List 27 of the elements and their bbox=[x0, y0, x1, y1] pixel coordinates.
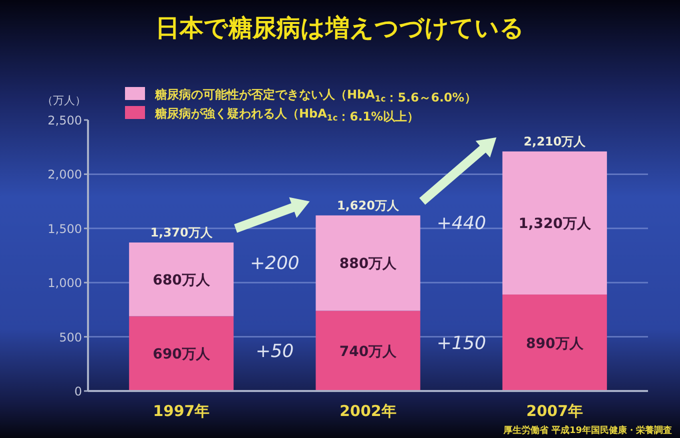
data-label: 690万人 bbox=[152, 346, 211, 363]
total-label: 1,370万人 bbox=[150, 225, 214, 240]
y-axis-title: （万人） bbox=[42, 94, 86, 107]
annotation: +440 bbox=[436, 212, 486, 234]
legend-label: 糖尿病の可能性が否定できない人（HbA$_{1c}$：5.6～6.0%） bbox=[154, 88, 476, 104]
x-tick-label: 1997年 bbox=[152, 402, 210, 420]
data-label: 1,320万人 bbox=[518, 216, 592, 232]
y-tick-label: 0 bbox=[74, 384, 82, 398]
legend-label: 糖尿病が強く疑われる人（HbA$_{1c}$：6.1%以上） bbox=[154, 106, 419, 124]
y-tick-label: 1,000 bbox=[48, 276, 82, 290]
data-label: 880万人 bbox=[339, 256, 398, 272]
annotation: +200 bbox=[250, 253, 300, 274]
total-label: 1,620万人 bbox=[337, 198, 400, 212]
chart-title: 日本で糖尿病は増えつづけている bbox=[156, 14, 524, 42]
annotation: +50 bbox=[256, 340, 294, 362]
data-label: 680万人 bbox=[152, 272, 211, 288]
y-tick-label: 2,000 bbox=[48, 168, 82, 182]
annotation: +150 bbox=[436, 332, 486, 354]
text: 厚生労働省 平成19年国民健康・栄養調査 bbox=[502, 425, 672, 436]
y-tick-label: 500 bbox=[59, 330, 82, 344]
total-label: 2,210万人 bbox=[524, 134, 587, 148]
y-tick-label: 1,500 bbox=[48, 222, 82, 236]
data-label: 740万人 bbox=[339, 344, 398, 360]
x-tick-label: 2007年 bbox=[526, 402, 584, 420]
x-tick-label: 2002年 bbox=[340, 402, 396, 420]
data-label: 890万人 bbox=[526, 336, 584, 352]
y-tick-label: 2,500 bbox=[48, 114, 82, 128]
